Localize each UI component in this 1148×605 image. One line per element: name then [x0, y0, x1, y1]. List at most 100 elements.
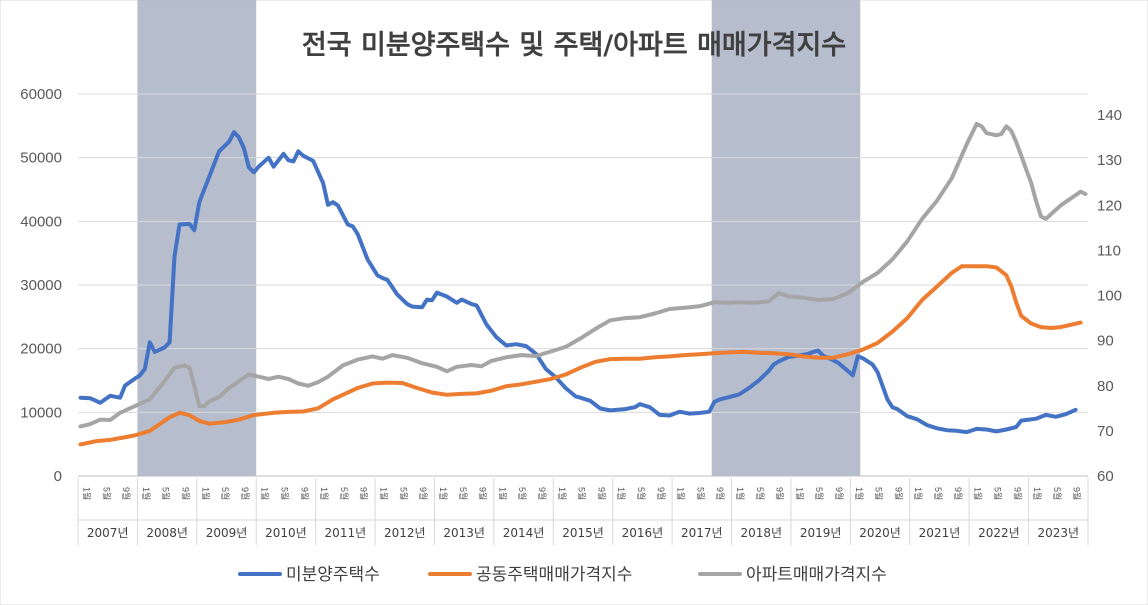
- x-month-label: 5월: [695, 487, 706, 500]
- x-axis: 1월 5월 9월 1월 5월 9월 1월 5월 9월 1월 5월 9월 1월 5월 9월 1월 5월 9월 1월 5월…: [77, 478, 1089, 545]
- x-month-label: 9월: [596, 487, 607, 500]
- x-month-label: 5월: [398, 487, 409, 500]
- x-month-label: 1월: [1032, 487, 1043, 500]
- x-month-label: 1월: [616, 487, 627, 500]
- x-month-label: 5월: [577, 487, 588, 500]
- x-year-label: 2022년: [978, 526, 1020, 540]
- x-month-label: 9월: [656, 487, 667, 500]
- x-year-label: 2023년: [1037, 526, 1079, 540]
- x-month-label: 9월: [418, 487, 429, 500]
- y-right-tick-label: 80: [1097, 378, 1114, 395]
- x-month-label: 9월: [537, 487, 548, 500]
- x-month-label: 9월: [359, 487, 370, 500]
- x-month-label: 9월: [715, 487, 726, 500]
- x-month-label: 5월: [874, 487, 885, 500]
- x-month-label: 9월: [180, 487, 191, 500]
- x-month-label: 9월: [893, 487, 904, 500]
- x-month-label: 1월: [973, 487, 984, 500]
- y-left-tick-label: 10000: [20, 404, 62, 421]
- y-left-tick-label: 40000: [20, 213, 62, 230]
- x-month-label: 1월: [735, 487, 746, 500]
- x-year-label: 2019년: [800, 526, 842, 540]
- x-month-label: 9월: [775, 487, 786, 500]
- y-axis-right: 60 70 80 90 100 110 120 130 140: [1097, 107, 1122, 485]
- x-month-label: 1월: [794, 487, 805, 500]
- y-left-tick-label: 30000: [20, 277, 62, 294]
- x-month-label: 5월: [636, 487, 647, 500]
- x-year-label: 2012년: [384, 526, 426, 540]
- series-lines: [78, 122, 1088, 447]
- y-left-tick-label: 60000: [20, 86, 62, 103]
- x-month-label: 1월: [319, 487, 330, 500]
- x-year-label: 2020년: [859, 526, 901, 540]
- x-month-label: 5월: [101, 487, 112, 500]
- x-month-label: 1월: [497, 487, 508, 500]
- y-right-tick-label: 60: [1097, 468, 1114, 485]
- x-month-label: 1월: [379, 487, 390, 500]
- x-month-label: 1월: [913, 487, 924, 500]
- x-year-label: 2021년: [919, 526, 961, 540]
- x-year-label: 2008년: [146, 526, 188, 540]
- x-month-label: 1월: [81, 487, 92, 500]
- x-month-label: 9월: [953, 487, 964, 500]
- x-month-label: 5월: [992, 487, 1003, 500]
- x-month-label: 5월: [933, 487, 944, 500]
- series-line-미분양주택수: [78, 130, 1078, 435]
- x-month-label: 1월: [557, 487, 568, 500]
- x-year-label: 2015년: [562, 526, 604, 540]
- y-right-tick-label: 70: [1097, 423, 1114, 440]
- legend-label: 미분양주택수: [286, 565, 380, 585]
- x-month-label: 1월: [676, 487, 687, 500]
- x-month-label: 9월: [478, 487, 489, 500]
- y-right-tick-label: 120: [1097, 197, 1122, 214]
- shaded-period-2: [711, 0, 861, 476]
- y-left-tick-label: 0: [54, 468, 62, 485]
- x-month-label: 5월: [458, 487, 469, 500]
- x-month-label: 9월: [121, 487, 132, 500]
- x-month-label: 1월: [200, 487, 211, 500]
- x-month-label: 1월: [260, 487, 271, 500]
- x-year-label: 2016년: [622, 526, 664, 540]
- x-month-label: 9월: [299, 487, 310, 500]
- x-month-label: 5월: [280, 487, 291, 500]
- x-month-label: 9월: [834, 487, 845, 500]
- y-right-tick-label: 90: [1097, 333, 1114, 350]
- y-right-tick-label: 110: [1097, 242, 1121, 259]
- y-left-tick-label: 20000: [20, 341, 62, 358]
- x-year-label: 2009년: [206, 526, 248, 540]
- x-year-label: 2017년: [681, 526, 723, 540]
- x-month-label: 1월: [438, 487, 449, 500]
- x-month-label: 5월: [1052, 487, 1063, 500]
- x-year-label: 2014년: [503, 526, 545, 540]
- series-line-아파트매매가격지수: [78, 122, 1088, 429]
- x-month-label: 5월: [220, 487, 231, 500]
- x-month-label: 5월: [814, 487, 825, 500]
- legend-label: 공동주택매매가격지수: [476, 565, 632, 585]
- x-year-label: 2011년: [325, 526, 367, 540]
- y-left-tick-label: 50000: [20, 150, 62, 167]
- x-month-label: 1월: [141, 487, 152, 500]
- x-month-label: 5월: [161, 487, 172, 500]
- y-right-tick-label: 100: [1097, 288, 1122, 305]
- legend: 미분양주택수 공동주택매매가격지수 아파트매매가격지수: [238, 565, 887, 585]
- x-month-label: 9월: [1012, 487, 1023, 500]
- x-month-label: 5월: [339, 487, 350, 500]
- legend-label: 아파트매매가격지수: [746, 565, 887, 585]
- x-month-label: 5월: [517, 487, 528, 500]
- x-year-label: 2010년: [265, 526, 307, 540]
- series-line-공동주택매매가격지수: [78, 264, 1083, 447]
- x-month-label: 9월: [1072, 487, 1083, 500]
- x-month-label: 1월: [854, 487, 865, 500]
- x-month-label: 5월: [755, 487, 766, 500]
- x-year-label: 2007년: [87, 526, 129, 540]
- x-month-label: 9월: [240, 487, 251, 500]
- x-year-label: 2013년: [443, 526, 485, 540]
- chart-title: 전국 미분양주택수 및 주택/아파트 매매가격지수: [302, 30, 846, 61]
- y-axis-left: 0 10000 20000 30000 40000 50000 60000: [20, 86, 62, 485]
- y-right-tick-label: 130: [1097, 152, 1122, 169]
- shaded-period-1: [137, 0, 257, 476]
- y-right-tick-label: 140: [1097, 107, 1122, 124]
- shaded-periods: [137, 0, 861, 476]
- x-year-label: 2018년: [740, 526, 782, 540]
